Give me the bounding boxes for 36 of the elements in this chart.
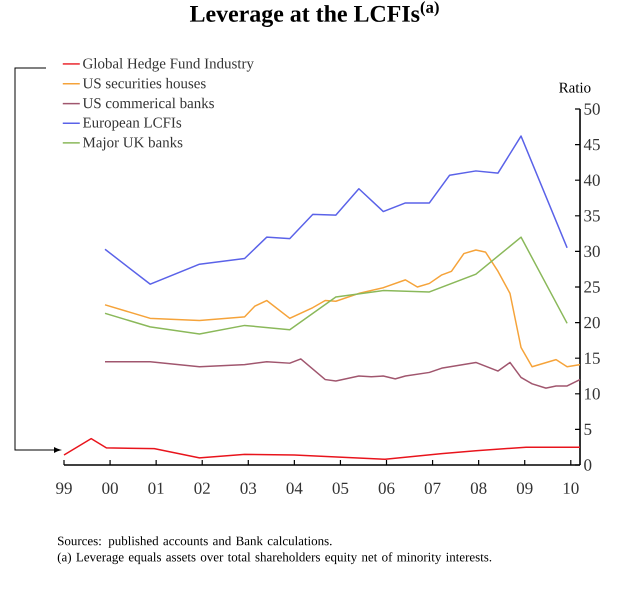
chart-title: Leverage at the LCFIs$^{(a)}$ [190, 1, 439, 27]
y-tick-label: 50 [584, 103, 600, 115]
legend-label: Major UK banks [82, 136, 182, 150]
legend-label: US securities houses [82, 78, 206, 88]
line-series [63, 438, 581, 460]
legend-label: Global Hedge Fund Industry [83, 58, 254, 72]
y-tick-label: 10 [585, 388, 600, 400]
x-tick-label: 10 [564, 482, 579, 494]
x-tick-label: 08 [470, 482, 486, 494]
legend-label: European LCFIs [82, 118, 182, 131]
y-tick-label: 15 [585, 352, 600, 364]
y-tick-label: 35 [584, 210, 600, 222]
legend-label: US commerical banks [82, 98, 214, 108]
x-tick-label: 06 [378, 482, 394, 494]
y-tick-label: 0 [584, 459, 592, 471]
x-tick-label: 09 [516, 482, 533, 494]
y-tick-label: 30 [584, 246, 600, 258]
y-tick-label: 5 [584, 424, 592, 436]
y-axis-title: Ratio [559, 82, 590, 93]
x-tick-label: 03 [240, 482, 256, 494]
y-tick-label: 40 [584, 174, 600, 186]
x-tick-label: 01 [148, 482, 164, 494]
text: (a) Leverage equals assets over total shareholders equity net of minority interests. [58, 552, 492, 564]
y-tick-label: 20 [584, 316, 600, 328]
source-note: Sources: published accounts and Bank calculations. [58, 536, 332, 548]
x-tick-label: 07 [424, 482, 441, 494]
x-tick-label: 99 [56, 482, 72, 494]
line-series [104, 249, 581, 368]
x-tick-label: 04 [286, 482, 303, 494]
y-tick-label: 45 [584, 138, 600, 150]
line-series [104, 358, 581, 389]
x-tick-label: 00 [102, 482, 118, 494]
line-series [104, 236, 568, 335]
x-tick-label: 05 [332, 482, 348, 494]
y-tick-label: 25 [584, 281, 600, 293]
x-tick-label: 02 [194, 482, 210, 494]
